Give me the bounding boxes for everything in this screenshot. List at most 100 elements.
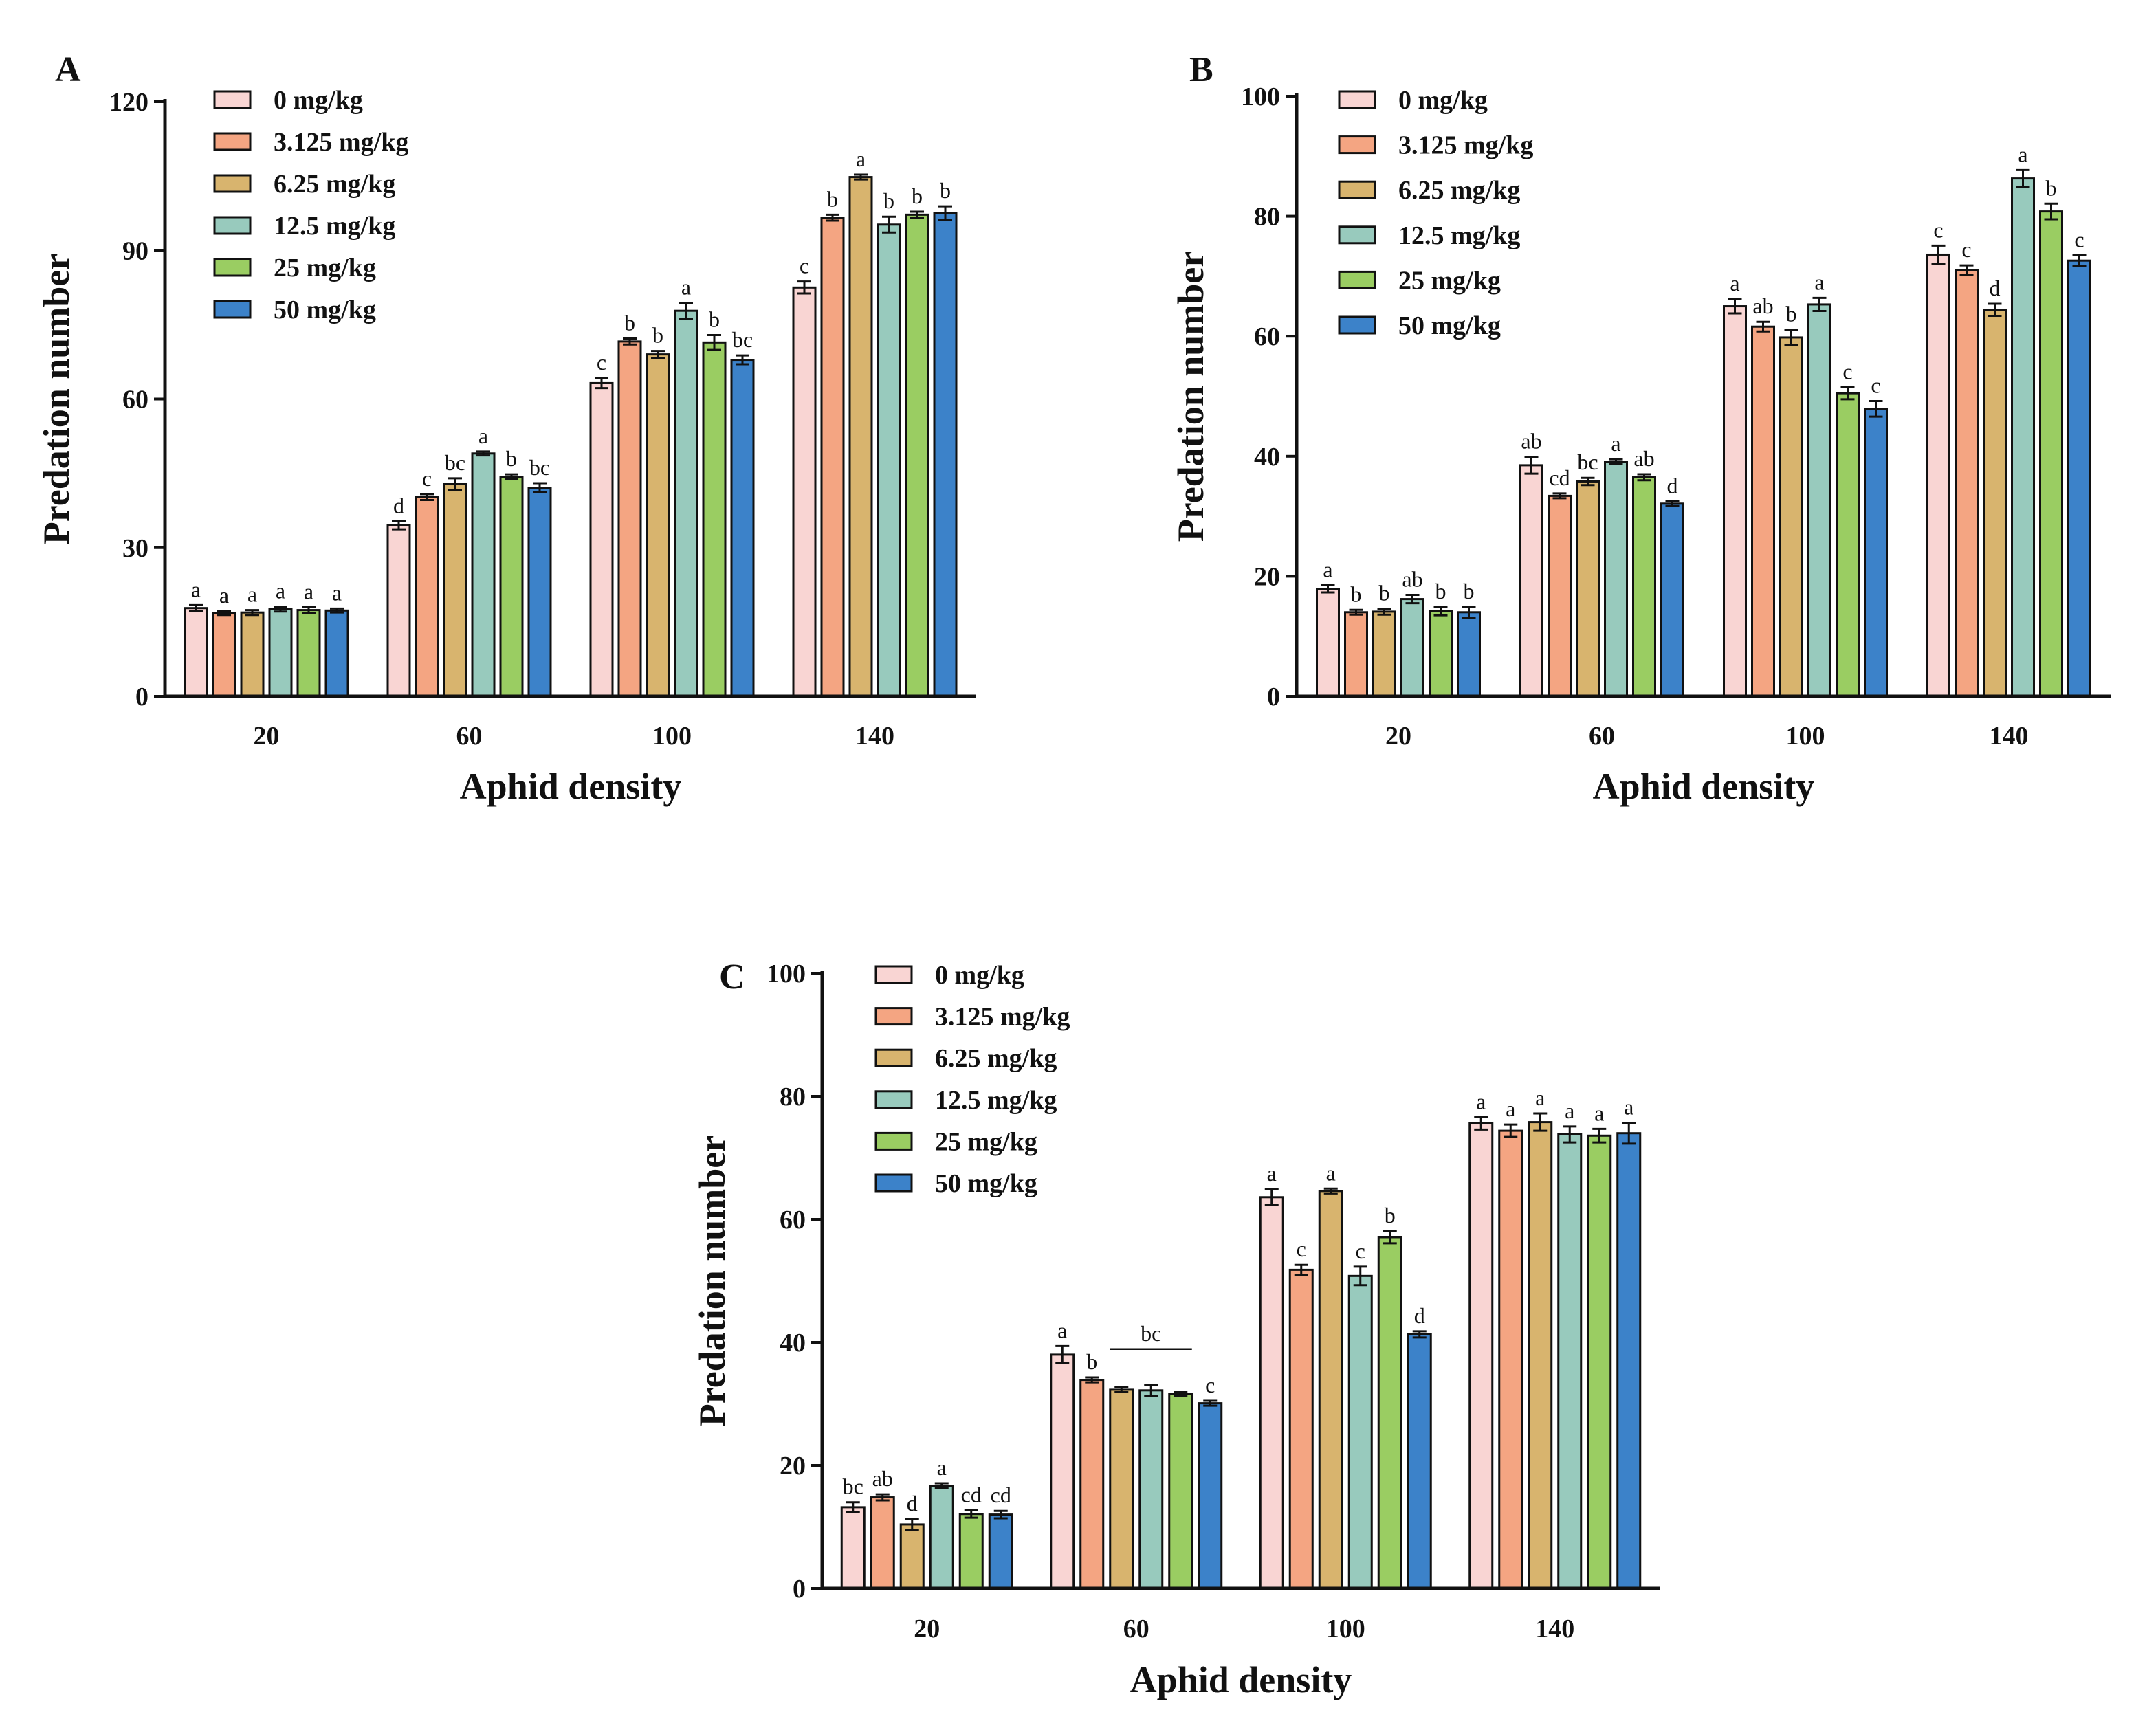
- significance-letter: b: [1786, 302, 1797, 326]
- bar-a-60-s0: [386, 524, 411, 698]
- error-bar: [1812, 296, 1827, 313]
- x-tick-label: 20: [914, 1615, 940, 1643]
- legend-label: 0 mg/kg: [935, 961, 1024, 990]
- significance-letter: a: [1267, 1161, 1277, 1186]
- y-tick-label: 40: [780, 1329, 806, 1357]
- significance-letter: b: [940, 178, 951, 203]
- y-tick-label: 0: [793, 1575, 806, 1604]
- error-bar: [1264, 1188, 1279, 1206]
- bar-b-140-s5: [2067, 259, 2091, 698]
- error-bar: [905, 1518, 919, 1531]
- bar-a-60-s5: [527, 487, 552, 698]
- error-bar: [1552, 492, 1567, 500]
- bar-c-60-s0: [1050, 1353, 1075, 1590]
- error-bar: [882, 215, 896, 234]
- significance-letter: a: [1535, 1085, 1545, 1110]
- significance-letter: a: [276, 579, 285, 603]
- bar-c-100-s3: [1348, 1274, 1373, 1590]
- x-tick-label: 60: [1589, 722, 1615, 751]
- significance-letter: a: [304, 579, 314, 603]
- legend-label: 3.125 mg/kg: [1398, 131, 1533, 160]
- significance-letter: ab: [1752, 293, 1773, 318]
- legend-swatch: [1338, 315, 1376, 335]
- significance-letter: b: [2046, 175, 2057, 200]
- bar-c-60-s1: [1079, 1379, 1105, 1590]
- y-tick-label: 60: [122, 386, 148, 414]
- error-bar: [1433, 606, 1448, 617]
- bar-c-60-s2: [1109, 1388, 1134, 1590]
- y-tick-label: 40: [1254, 443, 1280, 472]
- significance-letter: c: [1297, 1236, 1306, 1261]
- significance-letter: a: [1476, 1089, 1486, 1113]
- legend-swatch: [874, 1131, 913, 1151]
- bar-b-60-s2: [1576, 480, 1600, 698]
- error-bar: [595, 377, 608, 390]
- error-bar: [1869, 399, 1883, 418]
- x-tick-label: 140: [1535, 1615, 1574, 1643]
- significance-letter: cd: [1549, 465, 1570, 490]
- significance-letter: ab: [1402, 566, 1422, 591]
- error-bar: [1504, 1123, 1518, 1138]
- error-bar: [1294, 1263, 1308, 1276]
- significance-letter: b: [652, 323, 663, 348]
- significance-letter: c: [422, 466, 432, 491]
- legend-label: 50 mg/kg: [1398, 311, 1501, 340]
- error-bar: [964, 1509, 978, 1519]
- bar-c-20-s3: [929, 1485, 954, 1590]
- y-tick-label: 90: [122, 236, 148, 265]
- bar-a-20-s1: [212, 612, 236, 698]
- legend-label: 6.25 mg/kg: [935, 1044, 1057, 1073]
- error-bar: [1055, 1344, 1070, 1364]
- panel-letter-b: B: [1189, 50, 1213, 89]
- error-bar: [707, 334, 721, 351]
- error-bar: [1622, 1121, 1636, 1145]
- bar-a-140-s3: [877, 223, 901, 698]
- bar-b-20-s1: [1344, 611, 1368, 698]
- bar-b-140-s2: [1983, 309, 2007, 698]
- error-bar: [1728, 298, 1742, 315]
- error-bar: [1959, 264, 1974, 276]
- significance-letter: bc: [843, 1474, 864, 1499]
- bar-c-140-s3: [1557, 1133, 1583, 1590]
- bar-a-100-s4: [702, 341, 727, 698]
- significance-letter: a: [681, 275, 691, 300]
- error-bar: [1474, 1116, 1488, 1131]
- panel-letter-c: C: [719, 957, 745, 997]
- bar-a-140-s5: [933, 212, 958, 698]
- significance-letter: d: [393, 493, 404, 518]
- x-tick-label: 100: [1326, 1615, 1365, 1643]
- significance-letter: a: [1057, 1318, 1067, 1342]
- bracket-label: bc: [1141, 1321, 1161, 1346]
- x-tick-label: 60: [456, 722, 483, 751]
- legend-swatch: [213, 174, 252, 193]
- bar-a-100-s3: [674, 309, 698, 698]
- error-bar: [1174, 1390, 1188, 1397]
- y-axis-title: Predation number: [36, 254, 77, 545]
- error-bar: [245, 609, 259, 617]
- error-bar: [651, 350, 665, 359]
- significance-letter: b: [1436, 579, 1446, 603]
- significance-letter: a: [2018, 142, 2027, 166]
- error-bar: [1412, 1330, 1427, 1339]
- significance-letter: ab: [1521, 429, 1541, 454]
- bar-b-100-s3: [1807, 303, 1832, 698]
- significance-letter: d: [1667, 473, 1678, 498]
- legend-swatch: [213, 216, 252, 235]
- y-axis-title: Predation number: [1170, 251, 1211, 542]
- error-bar: [910, 210, 924, 219]
- legend: 0 mg/kg 3.125 mg/kg 6.25 mg/kg 12.5 mg/kg 25…: [1338, 86, 1533, 340]
- error-bar: [1085, 1376, 1099, 1384]
- significance-letter: b: [827, 186, 838, 211]
- panel-a: A adccacbbabcbaaaababbbabcbcb03060901202…: [36, 50, 976, 807]
- significance-letter: d: [1414, 1303, 1425, 1328]
- bar-a-100-s1: [617, 340, 642, 698]
- significance-letter: a: [1326, 1160, 1336, 1185]
- error-bar: [1784, 329, 1798, 346]
- y-tick-label: 100: [767, 960, 806, 988]
- panel-b: B aabacbcdabcbbcbdabaaababcbbdcc02040608…: [1170, 50, 2111, 807]
- bar-a-60-s1: [415, 496, 439, 698]
- error-bar: [736, 354, 749, 366]
- legend-label: 12.5 mg/kg: [1398, 221, 1520, 250]
- y-tick-label: 80: [780, 1083, 806, 1111]
- error-bar: [1609, 458, 1623, 465]
